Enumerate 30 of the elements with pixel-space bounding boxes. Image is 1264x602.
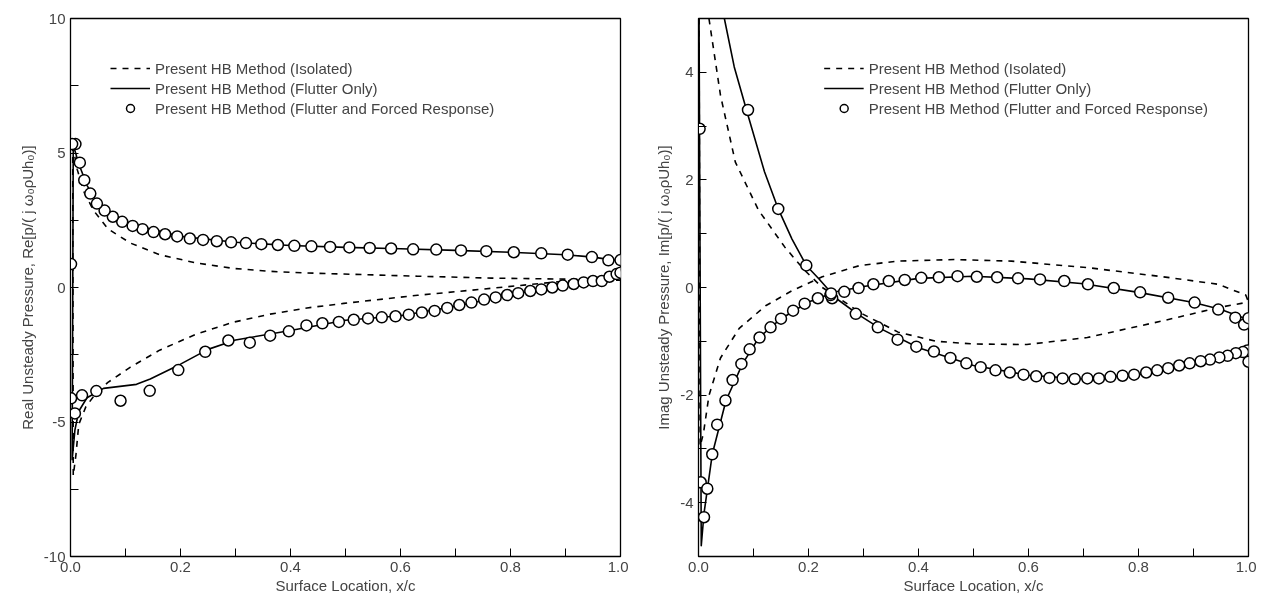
x-tick-label: 0.6 <box>390 557 411 575</box>
x-axis-title: Surface Location, x/c <box>275 576 417 594</box>
y-axis-title: Real Unsteady Pressure, Re[p/( j ω₀ρUh₀)] <box>18 145 36 430</box>
x-axis-title: Surface Location, x/c <box>903 576 1045 594</box>
x-tick-label: 0.0 <box>688 557 709 575</box>
x-tick-label: 0.2 <box>170 557 191 575</box>
x-tick-label: 0.4 <box>908 557 929 575</box>
legend-label: Present HB Method (Flutter Only) <box>155 79 378 97</box>
y-axis-title: Imag Unsteady Pressure, Im[p/( j ω₀ρUh₀)] <box>655 145 673 430</box>
legend-label: Present HB Method (Isolated) <box>868 59 1067 77</box>
x-tick-label: 1.0 <box>1235 557 1257 575</box>
y-tick-label: -5 <box>52 413 66 430</box>
y-tick-label: -2 <box>680 386 694 404</box>
y-tick-label: 2 <box>685 170 694 188</box>
legend-label: Present HB Method (Flutter Only) <box>868 79 1092 97</box>
y-tick-label: 4 <box>685 63 694 81</box>
x-tick-label: 0.6 <box>1018 557 1039 575</box>
y-tick-label: 10 <box>48 9 66 27</box>
legend-label: Present HB Method (Isolated) <box>155 59 353 77</box>
legend-label: Present HB Method (Flutter and Forced Response) <box>155 99 495 117</box>
x-tick-label: 0.2 <box>798 557 819 575</box>
x-tick-label: 0.4 <box>280 557 301 575</box>
y-tick-label: -4 <box>680 493 694 511</box>
y-tick-label: 0 <box>685 278 694 296</box>
x-tick-label: 1.0 <box>607 557 629 575</box>
y-tick-label: 5 <box>57 144 66 161</box>
x-tick-label: 0.8 <box>500 557 521 575</box>
legend-label: Present HB Method (Flutter and Forced Response) <box>868 99 1208 117</box>
y-tick-label: 0 <box>57 278 66 296</box>
x-tick-label: 0.8 <box>1128 557 1149 575</box>
